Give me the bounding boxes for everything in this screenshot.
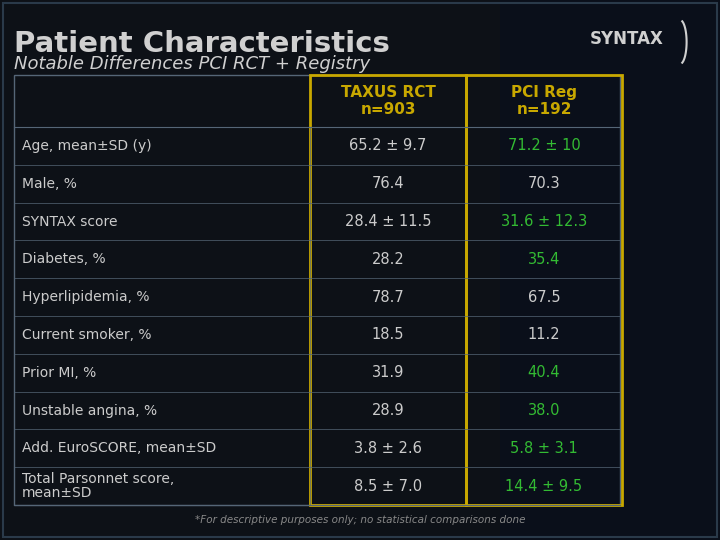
Text: 78.7: 78.7: [372, 289, 405, 305]
Bar: [466, 75, 622, 505]
Text: PCI Reg
n=192: PCI Reg n=192: [511, 85, 577, 117]
Text: 76.4: 76.4: [372, 176, 405, 191]
Text: Prior MI, %: Prior MI, %: [22, 366, 96, 380]
Text: Diabetes, %: Diabetes, %: [22, 252, 106, 266]
Text: Current smoker, %: Current smoker, %: [22, 328, 151, 342]
Text: 71.2 ± 10: 71.2 ± 10: [508, 138, 580, 153]
Text: Add. EuroSCORE, mean±SD: Add. EuroSCORE, mean±SD: [22, 441, 216, 455]
Text: 38.0: 38.0: [528, 403, 560, 418]
Text: 65.2 ± 9.7: 65.2 ± 9.7: [349, 138, 427, 153]
Bar: [500, 0, 720, 540]
Text: Patient Characteristics: Patient Characteristics: [14, 30, 390, 58]
Text: 5.8 ± 3.1: 5.8 ± 3.1: [510, 441, 578, 456]
Text: 70.3: 70.3: [528, 176, 560, 191]
Text: 14.4 ± 9.5: 14.4 ± 9.5: [505, 478, 582, 494]
Bar: [310, 75, 466, 505]
Text: 28.4 ± 11.5: 28.4 ± 11.5: [345, 214, 431, 229]
Text: 35.4: 35.4: [528, 252, 560, 267]
Text: SYNTAX: SYNTAX: [590, 30, 664, 48]
Text: 28.9: 28.9: [372, 403, 405, 418]
Text: TAXUS RCT
n=903: TAXUS RCT n=903: [341, 85, 436, 117]
Text: 31.9: 31.9: [372, 365, 404, 380]
Text: Total Parsonnet score,: Total Parsonnet score,: [22, 472, 174, 486]
Text: 8.5 ± 7.0: 8.5 ± 7.0: [354, 478, 422, 494]
Text: Male, %: Male, %: [22, 177, 77, 191]
Text: *For descriptive purposes only; no statistical comparisons done: *For descriptive purposes only; no stati…: [194, 515, 526, 525]
Text: mean±SD: mean±SD: [22, 486, 92, 500]
Text: Age, mean±SD (y): Age, mean±SD (y): [22, 139, 152, 153]
Bar: [14, 75, 620, 505]
Text: 11.2: 11.2: [528, 327, 560, 342]
Text: 28.2: 28.2: [372, 252, 405, 267]
Text: 18.5: 18.5: [372, 327, 404, 342]
Text: Notable Differences PCI RCT + Registry: Notable Differences PCI RCT + Registry: [14, 55, 370, 73]
Text: SYNTAX score: SYNTAX score: [22, 214, 117, 228]
Text: Unstable angina, %: Unstable angina, %: [22, 403, 157, 417]
Text: Hyperlipidemia, %: Hyperlipidemia, %: [22, 290, 150, 304]
Text: 3.8 ± 2.6: 3.8 ± 2.6: [354, 441, 422, 456]
Text: 40.4: 40.4: [528, 365, 560, 380]
Text: 67.5: 67.5: [528, 289, 560, 305]
Text: 31.6 ± 12.3: 31.6 ± 12.3: [501, 214, 587, 229]
